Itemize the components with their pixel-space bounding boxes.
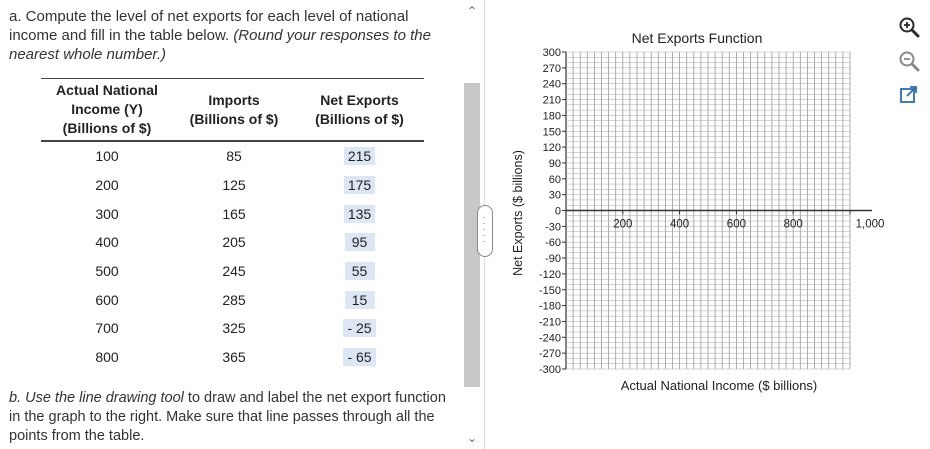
y-tick-label: 30 bbox=[549, 190, 561, 202]
question-b-instruction: b. Use the line drawing tool bbox=[9, 390, 184, 406]
scroll-thumb[interactable] bbox=[464, 83, 480, 387]
net-exports-cell: 95 bbox=[295, 228, 424, 257]
data-table: Actual National Income (Y) (Billions of $)… bbox=[41, 78, 424, 372]
graph-tick-labels: 3002702402101801501209060300-30-60-90-12… bbox=[539, 47, 884, 376]
imports-cell: 365 bbox=[222, 349, 246, 366]
net-exports-answer[interactable]: 15 bbox=[344, 290, 375, 309]
y-tick-label: -150 bbox=[539, 285, 561, 297]
net-exports-cell: 175 bbox=[295, 171, 424, 200]
scrollbar[interactable]: ⌃ ⌄ bbox=[462, 0, 482, 449]
y-tick-label: -240 bbox=[539, 332, 561, 344]
zoom-out-icon[interactable] bbox=[896, 48, 922, 74]
net-exports-cell: - 65 bbox=[295, 343, 424, 372]
income-cell: 200 bbox=[95, 177, 119, 194]
y-tick-label: 270 bbox=[543, 63, 561, 75]
y-tick-label: 180 bbox=[543, 110, 561, 122]
y-tick-label: 300 bbox=[543, 47, 561, 59]
net-exports-cell: 55 bbox=[295, 257, 424, 286]
imports-cell: 245 bbox=[222, 263, 246, 280]
question-b-text: to draw and label the net export functio… bbox=[9, 390, 446, 444]
imports-cell: 85 bbox=[226, 148, 242, 165]
income-cell: 700 bbox=[95, 320, 119, 337]
graph-title: Net Exports Function bbox=[632, 30, 763, 46]
question-panel: a. Compute the level of net exports for … bbox=[0, 0, 462, 449]
income-cell: 100 bbox=[95, 148, 119, 165]
y-tick-label: -270 bbox=[539, 348, 561, 360]
table-row: 300 165 135 bbox=[41, 199, 424, 228]
net-exports-answer[interactable]: 95 bbox=[344, 233, 375, 252]
x-tick-label: 400 bbox=[670, 219, 689, 231]
y-tick-label: -30 bbox=[545, 221, 561, 233]
y-tick-label: -210 bbox=[539, 316, 561, 328]
y-tick-label: -120 bbox=[539, 269, 561, 281]
income-cell: 500 bbox=[95, 263, 119, 280]
y-tick-label: 120 bbox=[543, 142, 561, 154]
question-a: a. Compute the level of net exports for … bbox=[9, 7, 459, 64]
income-cell: 800 bbox=[95, 349, 119, 366]
y-tick-label: -180 bbox=[539, 301, 561, 313]
imports-cell: 325 bbox=[222, 320, 246, 337]
table-row: 100 85 215 bbox=[41, 141, 424, 171]
net-exports-cell: - 25 bbox=[295, 314, 424, 343]
question-b: b. Use the line drawing tool to draw and… bbox=[9, 389, 449, 446]
net-exports-cell: 15 bbox=[295, 285, 424, 314]
graph-tools bbox=[896, 14, 922, 116]
y-tick-label: 0 bbox=[555, 206, 561, 218]
x-tick-label: 600 bbox=[727, 219, 746, 231]
zoom-in-icon[interactable] bbox=[896, 14, 922, 40]
graph-ylabel: Net Exports ($ billions) bbox=[511, 150, 525, 276]
y-tick-label: -60 bbox=[545, 237, 561, 249]
net-exports-answer[interactable]: 175 bbox=[343, 176, 376, 195]
net-exports-answer[interactable]: 55 bbox=[344, 262, 375, 281]
y-tick-label: 150 bbox=[543, 126, 561, 138]
y-tick-label: -90 bbox=[545, 253, 561, 265]
table-row: 700 325 - 25 bbox=[41, 314, 424, 343]
table-row: 200 125 175 bbox=[41, 171, 424, 200]
x-tick-label: 1,000 bbox=[856, 219, 885, 231]
header-imports: Imports (Billions of $) bbox=[173, 78, 295, 142]
imports-cell: 125 bbox=[222, 177, 246, 194]
y-tick-label: 60 bbox=[549, 174, 561, 186]
table-row: 400 205 95 bbox=[41, 228, 424, 257]
graph-grid bbox=[562, 51, 872, 370]
imports-cell: 205 bbox=[222, 234, 246, 251]
net-exports-answer[interactable]: - 65 bbox=[343, 348, 376, 367]
pop-out-icon[interactable] bbox=[896, 82, 922, 108]
resize-handle[interactable]: · · · · · bbox=[477, 205, 493, 257]
header-income: Actual National Income (Y) (Billions of $) bbox=[41, 78, 173, 142]
net-exports-cell: 215 bbox=[295, 141, 424, 171]
y-tick-label: 240 bbox=[543, 79, 561, 91]
net-exports-answer[interactable]: - 25 bbox=[343, 319, 376, 338]
net-exports-answer[interactable]: 215 bbox=[343, 147, 376, 166]
income-cell: 600 bbox=[95, 291, 119, 308]
question-a-instruction: (Round your responses to the nearest who… bbox=[9, 27, 431, 63]
header-net-exports: Net Exports (Billions of $) bbox=[295, 78, 424, 142]
y-tick-label: 210 bbox=[543, 95, 561, 107]
scroll-down-icon[interactable]: ⌄ bbox=[466, 431, 478, 445]
imports-cell: 285 bbox=[222, 291, 246, 308]
net-exports-answer[interactable]: 135 bbox=[343, 204, 376, 223]
income-cell: 300 bbox=[95, 205, 119, 222]
net-exports-cell: 135 bbox=[295, 199, 424, 228]
table-header-row: Actual National Income (Y) (Billions of $)… bbox=[41, 78, 424, 142]
table-row: 600 285 15 bbox=[41, 285, 424, 314]
graph-xlabel: Actual National Income ($ billions) bbox=[621, 378, 818, 393]
scroll-up-icon[interactable]: ⌃ bbox=[466, 4, 478, 18]
y-tick-label: -300 bbox=[539, 364, 561, 376]
x-tick-label: 800 bbox=[784, 219, 803, 231]
question-a-text: a. Compute the level of net exports for … bbox=[9, 8, 409, 44]
income-cell: 400 bbox=[95, 234, 119, 251]
table-row: 800 365 - 65 bbox=[41, 343, 424, 372]
table-row: 500 245 55 bbox=[41, 257, 424, 286]
x-tick-label: 200 bbox=[613, 219, 632, 231]
y-tick-label: 90 bbox=[549, 158, 561, 170]
imports-cell: 165 bbox=[222, 205, 246, 222]
